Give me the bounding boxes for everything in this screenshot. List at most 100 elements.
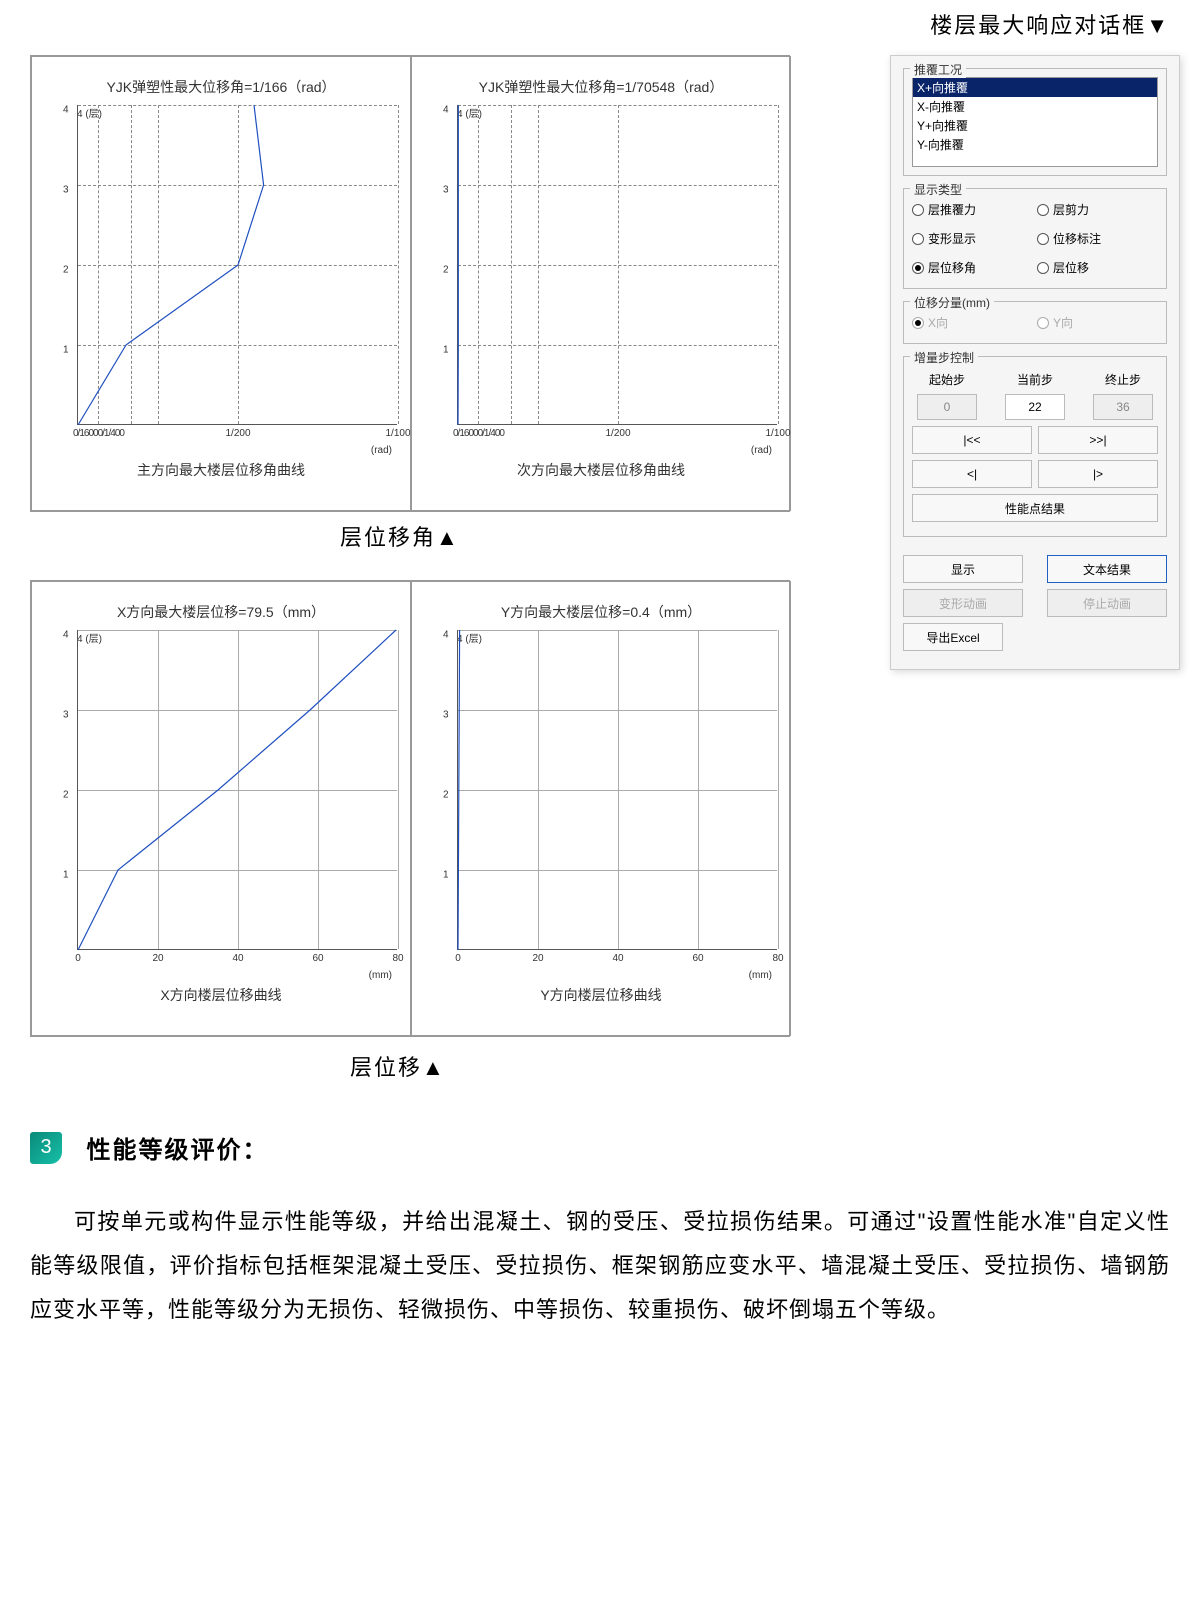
radio-icon [1037,204,1049,216]
chart-line [78,105,397,424]
chart-title: X方向最大楼层位移=79.5（mm） [47,602,395,622]
ytick-label: 4 [443,630,449,641]
xtick-label: 1/100 [385,428,410,439]
pushover-item[interactable]: Y+向推覆 [913,116,1157,135]
pushover-item[interactable]: X+向推覆 [913,78,1157,97]
step-input [1093,394,1153,420]
nav-last-button[interactable]: >>| [1038,426,1158,454]
chart-line [458,105,777,424]
display-type-radio[interactable]: 层剪力 [1037,201,1158,218]
chart-cell: X方向最大楼层位移=79.5（mm） 4 (层) 1234020406080 (… [31,581,411,1036]
xtick-label: 60 [312,953,323,964]
radio-label: 位移标注 [1053,230,1101,247]
ytick-label: 3 [63,185,69,196]
chart-area: 1234020406080 (mm) [457,630,777,950]
step-label: 当前步 [1000,371,1070,388]
display-type-radio[interactable]: 变形显示 [912,230,1033,247]
deform-anim-button[interactable]: 变形动画 [903,589,1023,617]
step-col: 终止步 [1088,371,1158,420]
ytick-label: 1 [443,345,449,356]
step-label: 终止步 [1088,371,1158,388]
chart-grid-drift-angle: YJK弹塑性最大位移角=1/166（rad） 4 (层) 12340/16000… [30,55,790,512]
nav-first-button[interactable]: |<< [912,426,1032,454]
ytick-label: 4 [63,630,69,641]
display-type-radio[interactable]: 层位移 [1037,259,1158,276]
step-control-group: 增量步控制 起始步 当前步 终止步 |<< >>| <| |> 性能点结果 [903,356,1167,537]
ytick-label: 4 [443,105,449,116]
radio-label: 层位移角 [928,259,976,276]
nav-prev-button[interactable]: <| [912,460,1032,488]
step-col: 起始步 [912,371,982,420]
xtick-label: 0/16000/1/400 [453,428,504,439]
chart-title: Y方向最大楼层位移=0.4（mm） [427,602,775,622]
text-result-button[interactable]: 文本结果 [1047,555,1167,583]
step-control-legend: 增量步控制 [910,349,978,366]
export-excel-button[interactable]: 导出Excel [903,623,1003,651]
xtick-label: 20 [152,953,163,964]
chart-bottom-label: Y方向楼层位移曲线 [427,985,775,1005]
radio-icon [1037,233,1049,245]
display-type-radio[interactable]: 层位移角 [912,259,1033,276]
chart-area: 1234020406080 (mm) [77,630,397,950]
ytick-label: 2 [63,790,69,801]
gridline [778,630,779,949]
disp-component-group: 位移分量(mm) X向 Y向 [903,301,1167,344]
disp-component-legend: 位移分量(mm) [910,294,994,311]
response-dialog: 推覆工况 X+向推覆X-向推覆Y+向推覆Y-向推覆 显示类型 层推覆力 层剪力 … [890,55,1180,670]
xtick-label: 60 [692,953,703,964]
gridline [398,630,399,949]
gridline [398,105,399,424]
radio-icon [912,317,924,329]
radio-label: 层推覆力 [928,201,976,218]
page-title: 楼层最大响应对话框▼ [930,8,1170,40]
step-input[interactable] [1005,394,1065,420]
performance-point-button[interactable]: 性能点结果 [912,494,1158,522]
pushover-legend: 推覆工况 [910,61,966,78]
pushover-listbox[interactable]: X+向推覆X-向推覆Y+向推覆Y-向推覆 [912,77,1158,167]
ytick-label: 2 [443,265,449,276]
xtick-label: 0/16000/1/400 [73,428,124,439]
radio-icon [912,204,924,216]
stop-anim-button[interactable]: 停止动画 [1047,589,1167,617]
step-col: 当前步 [1000,371,1070,420]
pushover-item[interactable]: X-向推覆 [913,97,1157,116]
radio-label: Y向 [1053,314,1073,331]
chart-cell: Y方向最大楼层位移=0.4（mm） 4 (层) 1234020406080 (m… [411,581,791,1036]
ytick-label: 2 [443,790,449,801]
label-drift-angle: 层位移角▲ [340,520,460,552]
display-type-group: 显示类型 层推覆力 层剪力 变形显示 位移标注 层位移角 层位移 [903,188,1167,289]
ytick-label: 3 [443,710,449,721]
pushover-group: 推覆工况 X+向推覆X-向推覆Y+向推覆Y-向推覆 [903,68,1167,176]
ytick-label: 3 [63,710,69,721]
section-3-body: 可按单元或构件显示性能等级，并给出混凝土、钢的受压、受拉损伤结果。可通过"设置性… [30,1200,1170,1332]
section-3-title: 性能等级评价： [86,1130,268,1165]
chart-area: 12340/16000/1/4001/2001/100 (rad) [457,105,777,425]
radio-icon [1037,317,1049,329]
radio-icon [912,262,924,274]
chart-line [458,630,777,949]
step-input [917,394,977,420]
ytick-label: 3 [443,185,449,196]
ytick-label: 1 [443,870,449,881]
xtick-label: 40 [612,953,623,964]
pushover-item[interactable]: Y-向推覆 [913,135,1157,154]
disp-comp-radio: Y向 [1037,314,1158,331]
chart-cell: YJK弹塑性最大位移角=1/166（rad） 4 (层) 12340/16000… [31,56,411,511]
gridline [778,105,779,424]
radio-label: 层位移 [1053,259,1089,276]
ytick-label: 4 [63,105,69,116]
xtick-label: 1/200 [605,428,630,439]
xtick-label: 80 [772,953,783,964]
nav-next-button[interactable]: |> [1038,460,1158,488]
ytick-label: 1 [63,870,69,881]
display-type-radio[interactable]: 层推覆力 [912,201,1033,218]
radio-icon [1037,262,1049,274]
show-button[interactable]: 显示 [903,555,1023,583]
chart-bottom-label: 次方向最大楼层位移角曲线 [427,460,775,480]
display-type-radio[interactable]: 位移标注 [1037,230,1158,247]
xtick-label: 40 [232,953,243,964]
step-label: 起始步 [912,371,982,388]
xtick-label: 1/100 [765,428,790,439]
xtick-label: 80 [392,953,403,964]
radio-icon [912,233,924,245]
